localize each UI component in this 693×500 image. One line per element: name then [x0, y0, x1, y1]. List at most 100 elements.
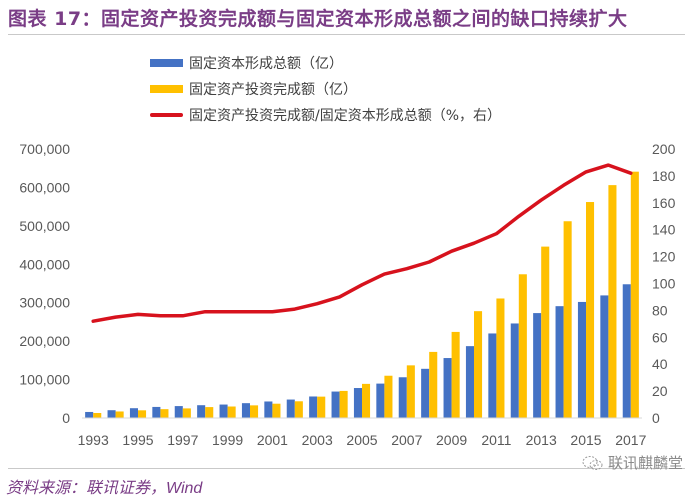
bar-capital-formation-2006 [376, 383, 385, 418]
bar-capital-formation-2005 [353, 388, 362, 418]
right-tick-label: 0 [652, 410, 660, 426]
bars [85, 171, 639, 418]
bar-fixed-investment-1994 [115, 411, 124, 418]
bar-fixed-investment-1999 [227, 406, 236, 418]
legend-swatch-red [150, 113, 183, 117]
right-tick-label: 160 [652, 195, 676, 211]
left-tick-label: 500,000 [19, 218, 70, 234]
legend-swatch-blue [150, 59, 183, 67]
chart-plot: 0 100,000 200,000 300,000 400,000 500,000 600,… [19, 141, 676, 448]
left-tick-label: 100,000 [19, 372, 70, 388]
bar-fixed-investment-1997 [182, 408, 191, 418]
bar-capital-formation-2015 [577, 301, 586, 418]
x-tick-label: 1997 [167, 432, 198, 448]
right-axis: 0 20 40 60 80 100 120 140 160 180 200 [652, 141, 676, 426]
right-tick-label: 100 [652, 276, 676, 292]
legend-label: 固定资产投资完成额/固定资本形成总额（%，右） [189, 108, 502, 124]
bar-fixed-investment-2007 [406, 365, 415, 418]
x-tick-label: 2007 [391, 432, 422, 448]
bar-capital-formation-2017 [622, 284, 631, 418]
bar-fixed-investment-2010 [474, 311, 483, 418]
legend-item-capital-formation: 固定资本形成总额（亿） [150, 50, 501, 76]
source-text: 资料来源：联讯证券， [6, 478, 167, 497]
bar-fixed-investment-2014 [563, 221, 572, 418]
bar-fixed-investment-1993 [93, 413, 102, 418]
bar-fixed-investment-2008 [429, 351, 438, 418]
left-tick-label: 600,000 [19, 179, 70, 195]
source-latin: Wind [166, 480, 203, 497]
legend-label: 固定资本形成总额（亿） [189, 56, 343, 72]
source-note: 资料来源：联讯证券，Wind [6, 474, 202, 498]
bar-fixed-investment-2009 [451, 331, 460, 418]
bar-fixed-investment-2013 [541, 246, 550, 418]
bar-capital-formation-2000 [241, 403, 250, 418]
x-axis: 1993 1995 1997 1999 2001 2003 2005 2007 2009 2011… [78, 432, 647, 448]
chart-title: 图表 17：固定资产投资完成额与固定资本形成总额之间的缺口持续扩大 [8, 8, 628, 30]
left-tick-label: 400,000 [19, 256, 70, 272]
bar-capital-formation-2011 [488, 333, 497, 418]
bar-capital-formation-1999 [219, 404, 228, 418]
bar-fixed-investment-1998 [205, 407, 214, 418]
x-tick-label: 2003 [302, 432, 333, 448]
bar-capital-formation-2008 [421, 368, 430, 418]
bar-fixed-investment-2012 [518, 274, 527, 418]
bar-capital-formation-1997 [174, 406, 183, 418]
legend-item-ratio: 固定资产投资完成额/固定资本形成总额（%，右） [150, 102, 501, 128]
bar-capital-formation-1993 [85, 411, 94, 418]
bar-fixed-investment-2001 [272, 403, 281, 418]
footer-divider [8, 468, 685, 469]
right-tick-label: 180 [652, 168, 676, 184]
legend-swatch-yellow [150, 85, 183, 93]
bar-capital-formation-2013 [533, 313, 542, 418]
right-tick-label: 120 [652, 249, 676, 265]
bar-capital-formation-1995 [129, 408, 138, 418]
x-tick-label: 2017 [615, 432, 646, 448]
x-tick-label: 2011 [481, 432, 511, 448]
watermark: 联讯麒麟堂 [582, 452, 683, 473]
bar-fixed-investment-2015 [586, 202, 595, 418]
x-tick-label: 1995 [122, 432, 153, 448]
bar-capital-formation-2002 [286, 399, 295, 418]
bar-fixed-investment-2005 [362, 383, 371, 418]
title-divider [8, 34, 685, 35]
bar-fixed-investment-1995 [138, 410, 147, 418]
bar-capital-formation-2004 [331, 391, 340, 418]
right-tick-label: 40 [652, 356, 668, 372]
bar-capital-formation-2012 [510, 323, 519, 418]
x-tick-label: 2005 [346, 432, 377, 448]
bar-fixed-investment-1996 [160, 409, 169, 418]
bar-fixed-investment-2011 [496, 298, 505, 418]
right-tick-label: 20 [652, 383, 668, 399]
left-axis: 0 100,000 200,000 300,000 400,000 500,000 600,… [19, 141, 70, 426]
x-tick-label: 1999 [212, 432, 243, 448]
wechat-icon [582, 455, 603, 470]
bar-capital-formation-2001 [264, 401, 273, 418]
bar-capital-formation-1994 [107, 410, 116, 418]
x-tick-label: 1993 [78, 432, 109, 448]
bar-capital-formation-2009 [443, 358, 452, 418]
right-tick-label: 80 [652, 302, 668, 318]
x-tick-label: 2009 [436, 432, 467, 448]
legend: 固定资本形成总额（亿） 固定资产投资完成额（亿） 固定资产投资完成额/固定资本形… [150, 50, 501, 128]
left-tick-label: 0 [62, 410, 70, 426]
bar-capital-formation-2016 [600, 295, 609, 418]
bar-fixed-investment-2004 [339, 390, 348, 418]
ratio-line [91, 163, 633, 323]
bar-fixed-investment-2006 [384, 375, 393, 418]
bar-fixed-investment-2003 [317, 396, 326, 418]
legend-item-fixed-investment: 固定资产投资完成额（亿） [150, 76, 501, 102]
bar-capital-formation-2014 [555, 306, 564, 418]
bar-fixed-investment-2016 [608, 185, 617, 418]
x-tick-label: 2015 [570, 432, 601, 448]
watermark-text: 联讯麒麟堂 [607, 454, 683, 472]
right-tick-label: 140 [652, 222, 676, 238]
bar-capital-formation-1996 [152, 406, 161, 418]
bar-capital-formation-2010 [465, 346, 474, 418]
x-tick-label: 2001 [257, 432, 288, 448]
bar-fixed-investment-2002 [294, 401, 303, 418]
bar-fixed-investment-2017 [630, 171, 639, 418]
bar-capital-formation-2003 [309, 396, 318, 418]
legend-label: 固定资产投资完成额（亿） [189, 82, 357, 98]
left-tick-label: 300,000 [19, 295, 70, 311]
bar-capital-formation-1998 [197, 405, 206, 418]
